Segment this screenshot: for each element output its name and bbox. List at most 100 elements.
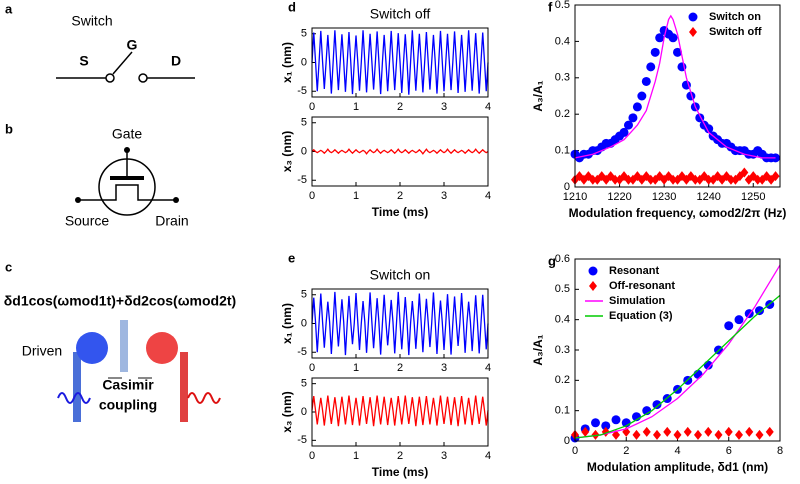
panel-label: a: [5, 1, 13, 16]
chart-title: Switch off: [370, 6, 431, 22]
x-tick-label: 4: [485, 450, 491, 462]
x-tick-label: 0: [309, 450, 315, 462]
x-tick-label: 2: [397, 362, 403, 374]
x-tick-label: 4: [485, 362, 491, 374]
axes-frame: [311, 27, 489, 98]
gate-label: G: [127, 37, 138, 53]
diamond-marker: [755, 429, 764, 440]
y-tick-label: 0.6: [555, 253, 570, 265]
trace: [311, 30, 489, 95]
x-tick-label: 1230: [652, 191, 676, 203]
chart-title: Switch on: [370, 267, 431, 283]
x-tick-label: 1: [353, 101, 359, 113]
y-axis-label: A₃/A₁: [531, 80, 545, 111]
circle-marker: [632, 102, 642, 112]
diamond-marker: [704, 174, 713, 185]
panel-label: b: [5, 121, 13, 136]
source-label: Source: [65, 213, 110, 229]
circle-marker: [641, 76, 651, 86]
x-tick-label: 0: [309, 190, 315, 202]
x-tick-label: 1210: [563, 191, 587, 203]
x-axis-label: Time (ms): [372, 465, 428, 479]
diamond-marker: [632, 429, 641, 440]
x-tick-label: 1220: [607, 191, 631, 203]
circle-marker: [623, 120, 633, 130]
panel-label: c: [5, 259, 12, 274]
circle-marker: [693, 369, 703, 379]
axes-frame: [311, 377, 489, 447]
x-tick-label: 1: [353, 190, 359, 202]
diamond-marker: [642, 426, 651, 437]
x-tick-label: 1: [353, 450, 359, 462]
diamond-marker: [683, 426, 692, 437]
diamond-marker: [653, 429, 661, 440]
x-axis-label: Modulation frequency, ωmod2/2π (Hz): [569, 206, 787, 220]
x-tick-label: 1: [353, 362, 359, 374]
circle-marker: [591, 418, 600, 428]
y-tick-label: 0.3: [555, 344, 570, 356]
diamond-marker: [673, 429, 682, 440]
diamond-marker: [714, 429, 723, 440]
diamond-marker: [624, 174, 633, 185]
y-tick-label: -5: [297, 174, 307, 186]
circle-marker: [724, 321, 734, 331]
y-tick-label: 0: [301, 317, 307, 329]
x-tick-label: 1250: [741, 191, 765, 203]
legend-label: Simulation: [609, 295, 666, 307]
diamond-marker: [694, 429, 702, 440]
diamond-marker: [611, 174, 620, 185]
circle-marker: [646, 62, 656, 72]
x-tick-label: 2: [397, 450, 403, 462]
y-tick-label: 0: [301, 406, 307, 418]
legend-label: Equation (3): [609, 310, 673, 322]
diamond-marker: [765, 426, 774, 437]
x-tick-label: 4: [485, 190, 491, 202]
panel-label: d: [288, 0, 296, 14]
y-tick-label: 0.1: [555, 405, 570, 417]
diamond-marker: [589, 281, 597, 291]
y-tick-label: 5: [301, 28, 307, 40]
axes-frame: [311, 116, 489, 187]
driven-label: Driven: [22, 343, 62, 359]
circle-marker: [611, 415, 621, 425]
circle-marker: [673, 47, 682, 57]
curve: [574, 294, 781, 439]
axes-frame: [574, 258, 781, 442]
switch-title: Switch: [71, 13, 112, 29]
y-axis-label: x₁ (nm): [280, 303, 294, 344]
circle-marker: [771, 153, 781, 163]
y-tick-label: -5: [297, 434, 307, 446]
circle-marker: [601, 421, 611, 431]
y-tick-label: 0: [301, 145, 307, 157]
drain-label: D: [171, 53, 181, 69]
x-tick-label: 0: [572, 445, 578, 457]
plot-area: [575, 259, 780, 441]
legend-label: Resonant: [609, 265, 659, 277]
x-tick-label: 3: [441, 362, 447, 374]
x-tick-label: 1240: [696, 191, 720, 203]
y-tick-label: 0.4: [555, 314, 570, 326]
circle-marker: [652, 400, 662, 410]
circle-marker: [588, 266, 598, 276]
x-tick-label: 0: [309, 101, 315, 113]
x-tick-label: 8: [777, 445, 783, 457]
circle-marker: [688, 12, 698, 22]
y-tick-label: 5: [301, 378, 307, 390]
y-tick-label: 0.5: [555, 283, 570, 295]
circle-marker: [650, 47, 660, 57]
circle-marker: [755, 306, 764, 316]
drain-label: Drain: [155, 213, 188, 229]
y-axis-label: x₃ (nm): [280, 131, 294, 173]
coupling-label: coupling: [99, 397, 157, 413]
y-axis-label: x₁ (nm): [280, 42, 294, 83]
legend-label: Off-resonant: [609, 280, 675, 292]
circle-marker: [637, 91, 647, 101]
x-tick-label: 3: [441, 450, 447, 462]
x-tick-label: 3: [441, 101, 447, 113]
diamond-marker: [689, 27, 697, 37]
y-tick-label: -5: [297, 346, 307, 358]
y-tick-label: 0.3: [555, 72, 570, 84]
y-tick-label: 0.5: [555, 0, 570, 11]
circle-marker: [668, 33, 678, 43]
axes-frame: [574, 4, 781, 188]
